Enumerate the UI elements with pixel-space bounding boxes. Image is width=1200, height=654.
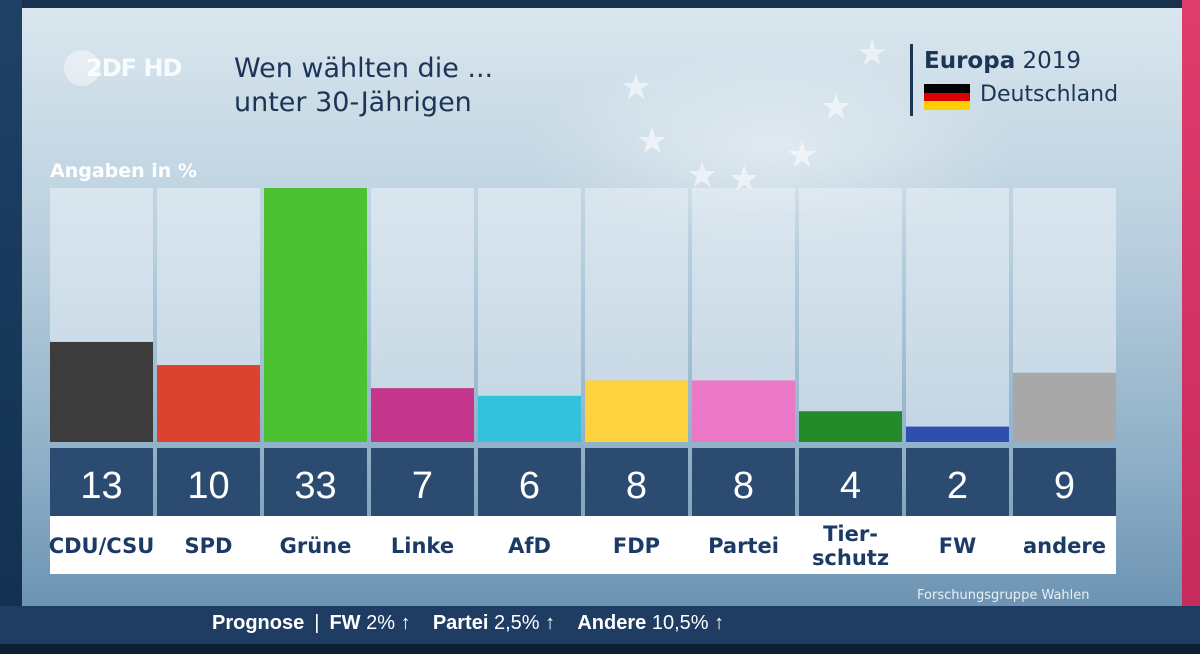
- bar: [692, 380, 795, 442]
- german-flag-icon: [924, 84, 970, 110]
- star-icon: ★: [620, 67, 653, 108]
- value-box: [585, 448, 688, 516]
- election-brand: Europa 2019 Deutschland: [910, 44, 1150, 116]
- value-box: [50, 448, 153, 516]
- value-box: [1013, 448, 1116, 516]
- tick-label: Linke: [391, 534, 454, 558]
- bar: [264, 188, 367, 442]
- data-label: 9: [1054, 465, 1075, 507]
- ticker-item-value: 2%: [366, 612, 396, 634]
- bar: [906, 426, 1009, 442]
- title-line-2: unter 30-Jährigen: [234, 87, 472, 118]
- data-label: 10: [187, 465, 229, 507]
- tick-label: andere: [1023, 534, 1106, 558]
- brand-title: Europa 2019: [924, 48, 1081, 74]
- data-label: 8: [626, 465, 647, 507]
- data-label: 33: [294, 465, 336, 507]
- bar: [799, 411, 902, 442]
- flag-stripe: [924, 92, 970, 102]
- value-box: [906, 448, 1009, 516]
- value-box: [157, 448, 260, 516]
- brand-europa: Europa: [924, 48, 1016, 74]
- chart-title: Wen wählten die ... unter 30-Jährigen: [234, 52, 493, 120]
- logo-text: 2DF HD: [86, 54, 182, 82]
- tick-label: schutz: [812, 546, 889, 570]
- bar: [157, 365, 260, 442]
- category-label-strip: [50, 516, 1116, 574]
- data-label: 13: [80, 465, 122, 507]
- flag-stripe: [924, 101, 970, 110]
- source-credit: Forschungsgruppe Wahlen: [917, 588, 1090, 603]
- arrow-up-icon: ↑: [714, 612, 725, 634]
- ticker-item-value: 2,5%: [493, 612, 540, 634]
- ticker-label: Prognose: [212, 612, 305, 634]
- ticker-item-label: Partei: [432, 612, 489, 634]
- value-box: [371, 448, 474, 516]
- y-axis-label: Angaben in %: [50, 160, 197, 182]
- star-icon: ★: [856, 33, 889, 74]
- ticker-separator: |: [314, 612, 320, 634]
- logo-circle: [64, 50, 100, 86]
- bottom-border: [0, 644, 1200, 654]
- tick-label: Tier-: [823, 522, 878, 546]
- star-icon: ★: [686, 155, 719, 196]
- ticker-bar: Prognose | FW 2% ↑ Partei 2,5% ↑ Andere 10…: [0, 606, 1200, 644]
- flag-stripe: [924, 84, 970, 93]
- star-icon: ★: [820, 87, 853, 128]
- star-icon: ★: [786, 135, 819, 176]
- value-box: [264, 448, 367, 516]
- data-label: 2: [947, 465, 968, 507]
- ticker-item-value: 10,5%: [651, 612, 709, 634]
- tick-label: CDU/CSU: [49, 534, 155, 558]
- tick-label: Partei: [708, 534, 779, 558]
- bar: [371, 388, 474, 442]
- tick-label: FW: [939, 534, 977, 558]
- value-box: [799, 448, 902, 516]
- brand-country: Deutschland: [980, 82, 1119, 107]
- data-label: 6: [519, 465, 540, 507]
- value-box: [478, 448, 581, 516]
- tick-label: FDP: [613, 534, 660, 558]
- arrow-up-icon: ↑: [400, 612, 411, 634]
- left-border: [0, 0, 22, 654]
- ticker-item-label: FW: [329, 612, 361, 634]
- zdf-hd-logo: 2DF HD: [64, 50, 188, 86]
- tick-label: AfD: [508, 534, 551, 558]
- bar: [585, 380, 688, 442]
- bar-track: [799, 188, 902, 442]
- top-border: [0, 0, 1200, 8]
- data-label: 8: [733, 465, 754, 507]
- brand-year: 2019: [1022, 48, 1082, 74]
- value-box: [692, 448, 795, 516]
- tick-label: Grüne: [280, 534, 352, 558]
- data-label: 4: [840, 465, 861, 507]
- title-line-1: Wen wählten die ...: [234, 53, 494, 84]
- ticker-text: Prognose | FW 2% ↑ Partei 2,5% ↑ Andere 10…: [212, 612, 724, 635]
- tick-label: SPD: [185, 534, 233, 558]
- right-border: [1182, 0, 1200, 654]
- ticker-item-label: Andere: [577, 612, 647, 634]
- bar: [478, 395, 581, 442]
- arrow-up-icon: ↑: [545, 612, 556, 634]
- bar: [50, 341, 153, 442]
- star-icon: ★: [636, 121, 669, 162]
- bar-track: [906, 188, 1009, 442]
- bar: [1013, 372, 1116, 442]
- data-label: 7: [412, 465, 433, 507]
- brand-divider: [910, 44, 913, 116]
